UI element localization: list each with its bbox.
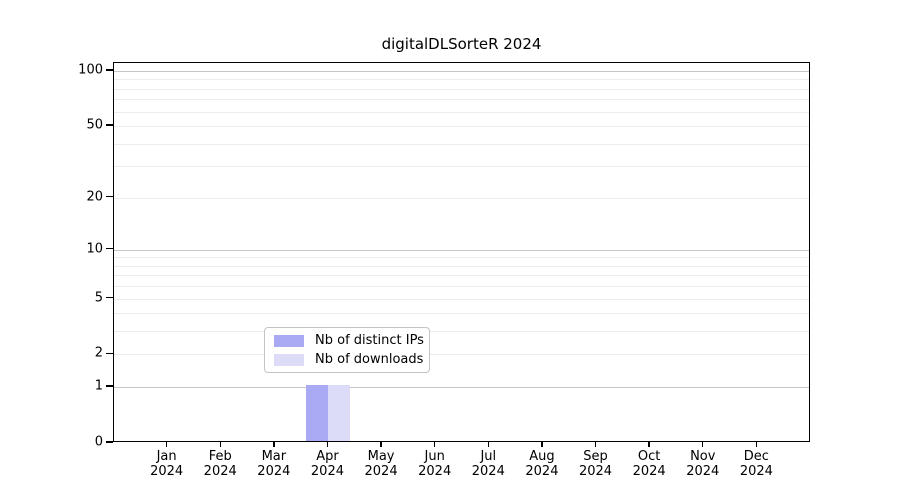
x-tick-month: Mar xyxy=(261,449,287,464)
x-tick-year: 2024 xyxy=(739,464,773,479)
bar-distinct-ips xyxy=(306,385,329,441)
x-tick-month: Sep xyxy=(583,449,608,464)
gridline-minor xyxy=(114,298,809,300)
x-tick-year: 2024 xyxy=(203,464,237,479)
x-tick-label: Jul 2024 xyxy=(472,449,505,479)
y-tick-label: 50 xyxy=(86,117,103,133)
chart-title: digitalDLSorteR 2024 xyxy=(381,35,542,53)
x-tick-month: Jun xyxy=(424,449,445,464)
x-tick-label: Sep 2024 xyxy=(579,449,612,479)
gridline-minor xyxy=(114,111,809,113)
x-tick-year: 2024 xyxy=(686,464,720,479)
y-tick-label: 1 xyxy=(94,378,103,394)
x-tick-mark xyxy=(755,442,758,447)
x-tick-year: 2024 xyxy=(525,464,559,479)
legend-swatch xyxy=(274,353,304,366)
y-tick-label: 2 xyxy=(94,345,103,361)
x-tick-year: 2024 xyxy=(257,464,291,479)
x-tick-month: Jan xyxy=(156,449,177,464)
x-axis-labels: Jan 2024 Feb 2024 Mar 2024 Apr 2024 May 2024 Jun 20… xyxy=(113,442,810,492)
legend-swatch xyxy=(274,334,304,347)
y-tick-mark xyxy=(106,248,113,250)
legend-label: Nb of downloads xyxy=(315,352,424,367)
x-tick-mark xyxy=(326,442,329,447)
gridline-major xyxy=(114,387,809,389)
x-tick-year: 2024 xyxy=(578,464,613,479)
gridline-major xyxy=(114,249,809,251)
gridline-minor xyxy=(114,275,809,277)
y-axis-labels: 0 1 2 5 10 20 50 100 xyxy=(0,62,104,450)
x-tick-month: Aug xyxy=(529,449,555,464)
x-tick-label: Jan 2024 xyxy=(150,449,183,479)
gridline-minor xyxy=(114,354,809,356)
x-tick-label: Feb 2024 xyxy=(204,449,237,479)
x-tick-year: 2024 xyxy=(632,464,666,479)
x-tick-label: Nov 2024 xyxy=(686,449,719,479)
y-tick-mark xyxy=(106,296,113,299)
y-tick-label: 100 xyxy=(78,62,103,78)
y-axis-tick-marks xyxy=(106,62,113,443)
gridline-minor xyxy=(114,265,809,267)
gridline-minor xyxy=(114,99,809,101)
x-tick-year: 2024 xyxy=(471,464,505,479)
x-tick-year: 2024 xyxy=(364,464,398,479)
y-tick-mark xyxy=(106,195,113,198)
bar-downloads xyxy=(328,385,351,441)
x-tick-label: Jun 2024 xyxy=(418,449,451,479)
x-tick-mark xyxy=(433,442,436,447)
x-tick-month: Apr xyxy=(316,449,339,464)
x-tick-month: Nov xyxy=(690,449,716,464)
legend: Nb of distinct IPs Nb of downloads xyxy=(264,327,430,373)
gridline-minor xyxy=(114,88,809,90)
x-tick-mark xyxy=(219,442,221,447)
x-tick-month: Dec xyxy=(743,449,769,464)
x-tick-mark xyxy=(487,442,489,447)
y-tick-mark xyxy=(106,385,113,387)
x-tick-mark xyxy=(380,442,382,447)
x-tick-mark xyxy=(648,442,650,447)
x-tick-month: Oct xyxy=(637,449,661,464)
gridline-major xyxy=(114,71,809,73)
gridline-minor xyxy=(114,79,809,81)
y-tick-mark xyxy=(106,124,113,126)
y-tick-label: 0 xyxy=(94,434,103,450)
x-tick-label: Apr 2024 xyxy=(311,449,344,479)
x-tick-label: Mar 2024 xyxy=(257,449,290,479)
x-tick-year: 2024 xyxy=(150,464,184,479)
x-tick-mark xyxy=(702,442,704,447)
y-tick-mark xyxy=(106,352,113,355)
x-tick-mark xyxy=(165,442,168,447)
y-tick-label: 10 xyxy=(86,241,103,257)
y-tick-label: 20 xyxy=(86,189,103,205)
x-tick-label: Dec 2024 xyxy=(740,449,773,479)
x-tick-label: May 2024 xyxy=(365,449,398,479)
gridline-minor xyxy=(114,257,809,259)
x-tick-mark xyxy=(594,442,597,447)
x-tick-label: Oct 2024 xyxy=(633,449,666,479)
y-tick-label: 5 xyxy=(94,290,103,306)
gridline-minor xyxy=(114,126,809,128)
legend-row: Nb of distinct IPs xyxy=(274,333,424,348)
x-tick-year: 2024 xyxy=(310,464,344,479)
x-tick-year: 2024 xyxy=(418,464,452,479)
x-tick-mark xyxy=(273,442,275,447)
x-tick-label: Aug 2024 xyxy=(525,449,558,479)
plot-area xyxy=(113,62,810,442)
gridline-minor xyxy=(114,286,809,288)
gridline-minor xyxy=(114,331,809,333)
legend-row: Nb of downloads xyxy=(274,352,424,367)
x-tick-month: Jul xyxy=(480,449,497,464)
legend-label: Nb of distinct IPs xyxy=(315,333,424,348)
y-tick-mark xyxy=(106,441,113,443)
gridline-minor xyxy=(114,143,809,145)
gridline-minor xyxy=(114,166,809,168)
gridline-minor xyxy=(114,313,809,315)
x-tick-month: May xyxy=(367,449,395,464)
x-tick-month: Feb xyxy=(208,449,232,464)
gridline-minor xyxy=(114,197,809,199)
y-tick-mark xyxy=(106,69,113,71)
x-tick-mark xyxy=(541,442,543,447)
